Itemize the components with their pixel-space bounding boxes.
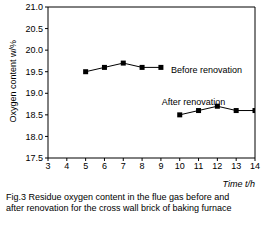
svg-text:4: 4 <box>64 161 69 171</box>
svg-text:Oxygen content w/%: Oxygen content w/% <box>8 40 18 123</box>
svg-text:20.0: 20.0 <box>25 45 43 55</box>
html-text:Fig.3 Residue oxygen content i: Fig.3 Residue oxygen content in the flue… <box>6 192 232 213</box>
svg-text:21.0: 21.0 <box>25 2 43 12</box>
svg-text:8: 8 <box>140 161 145 171</box>
svg-text:Before renovation: Before renovation <box>171 65 242 75</box>
svg-text:7: 7 <box>121 161 126 171</box>
svg-text:18.0: 18.0 <box>25 132 43 142</box>
svg-text:5: 5 <box>83 161 88 171</box>
svg-text:20.5: 20.5 <box>25 24 43 34</box>
svg-text:14: 14 <box>250 161 260 171</box>
svg-text:11: 11 <box>194 161 203 171</box>
svg-text:9: 9 <box>158 161 163 171</box>
svg-text:3: 3 <box>45 161 50 171</box>
svg-text:Time t/h: Time t/h <box>223 179 255 188</box>
svg-text:17.5: 17.5 <box>25 153 43 163</box>
svg-text:6: 6 <box>102 161 107 171</box>
svg-text:19.5: 19.5 <box>25 67 43 77</box>
svg-text:12: 12 <box>212 161 222 171</box>
svg-text:18.5: 18.5 <box>25 110 43 120</box>
svg-text:10: 10 <box>175 161 185 171</box>
svg-text:After renovation: After renovation <box>162 97 226 107</box>
svg-text:19.0: 19.0 <box>25 88 43 98</box>
svg-text:13: 13 <box>231 161 241 171</box>
